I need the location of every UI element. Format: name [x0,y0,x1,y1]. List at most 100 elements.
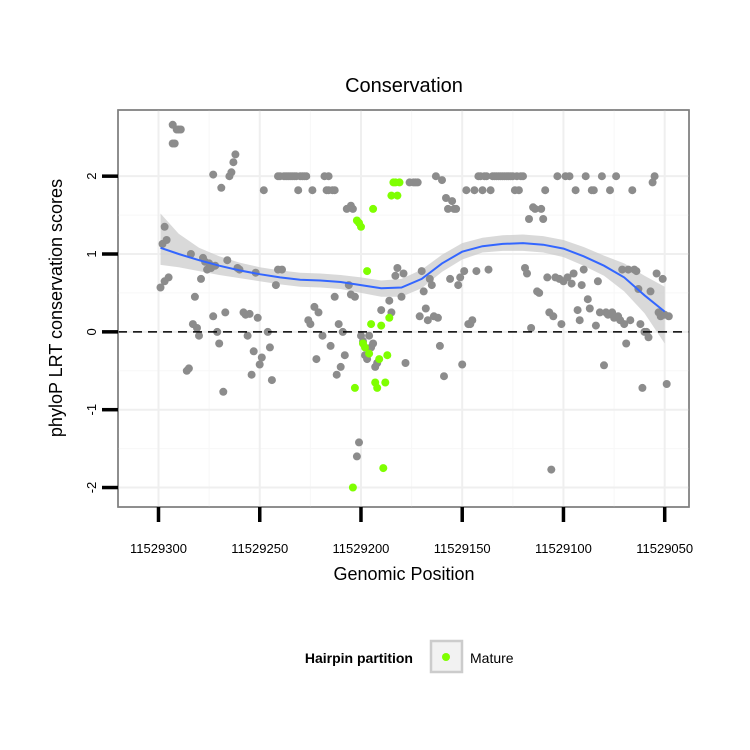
data-point [223,256,232,265]
data-point [257,353,266,362]
data-point [170,139,179,148]
data-point [221,308,230,317]
data-point [519,172,527,181]
data-point [350,292,359,301]
data-point [553,172,562,181]
data-point [306,320,315,329]
data-point [531,204,540,213]
data-point [197,274,205,283]
plot-panel-background [117,109,690,508]
data-point-mature [387,191,396,200]
data-point [448,197,457,206]
data-point [318,331,327,340]
data-point [186,250,195,258]
data-point [267,376,276,385]
chart-title: Conservation [345,75,463,97]
data-point [332,370,341,379]
smooth-line [160,242,666,313]
data-point-mature [363,267,372,276]
data-point [336,362,345,371]
data-point [628,186,637,195]
data-point [162,236,171,244]
data-point [595,308,604,317]
data-point [340,351,349,360]
data-point [454,281,463,290]
data-point [330,186,339,195]
data-point [219,387,228,396]
data-point [514,186,523,195]
data-point-mature [367,320,376,329]
data-point [438,176,446,185]
confidence-ribbon-layer [160,213,665,344]
x-tick-label: 11529300 [130,541,187,556]
data-point-mature [395,178,404,187]
data-point-mature [377,321,386,330]
x-tick-label: 11529050 [636,541,693,556]
data-point [209,312,218,321]
data-point [444,204,452,213]
data-point [425,274,434,283]
data-point [385,296,394,305]
data-point-mature [369,204,378,213]
data-point [176,125,185,134]
data-point [569,269,578,278]
legend-key-mature-point [442,653,450,661]
data-point [478,186,487,195]
data-point [589,186,598,195]
data-point [537,204,546,213]
data-point [458,360,467,369]
data-point [632,267,641,276]
data-point [565,172,574,181]
data-point [646,287,655,296]
data-point [423,316,432,325]
data-point [278,265,286,274]
data-point [486,186,495,195]
data-point [626,316,635,325]
data-point [644,333,653,342]
data-point [573,306,582,315]
data-point [571,186,580,195]
data-point [470,186,479,195]
y-tick-label: -2 [84,482,99,494]
data-point [209,170,218,179]
x-tick-label: 11529250 [231,541,288,556]
y-tick-label: 1 [84,250,99,257]
x-tick-label: 11529100 [535,541,592,556]
data-point [338,327,347,336]
data-point-mature [393,191,402,200]
data-point [557,320,566,329]
data-point [247,370,256,379]
data-point [579,265,588,274]
data-point [229,158,238,167]
data-point-mature [385,313,394,322]
data-point [600,361,608,370]
data-point [308,186,317,195]
data-point [581,172,590,181]
data-point-mature [348,483,357,492]
y-axis: -2 -1 0 1 2 [84,173,118,494]
data-point [484,265,493,274]
y-axis-title: phyloP LRT conservation scores [46,179,66,437]
data-point [442,194,450,202]
data-point [539,215,548,223]
data-point [431,172,440,181]
data-point [567,279,576,288]
data-point [658,274,667,283]
data-point [213,327,222,336]
data-point [618,265,627,274]
data-point-mature [350,383,359,392]
data-point [472,267,481,276]
data-point [399,269,408,278]
data-point [393,264,402,272]
legend: Hairpin partition Mature [305,639,514,674]
x-axis-title: Genomic Position [333,564,474,584]
data-point [597,172,606,181]
data-point [263,327,272,336]
data-point [249,347,258,356]
data-point [622,339,631,348]
data-point [160,222,169,231]
data-point [324,172,333,181]
data-point [245,309,254,318]
data-point [650,172,659,181]
legend-title: Hairpin partition [305,650,413,666]
